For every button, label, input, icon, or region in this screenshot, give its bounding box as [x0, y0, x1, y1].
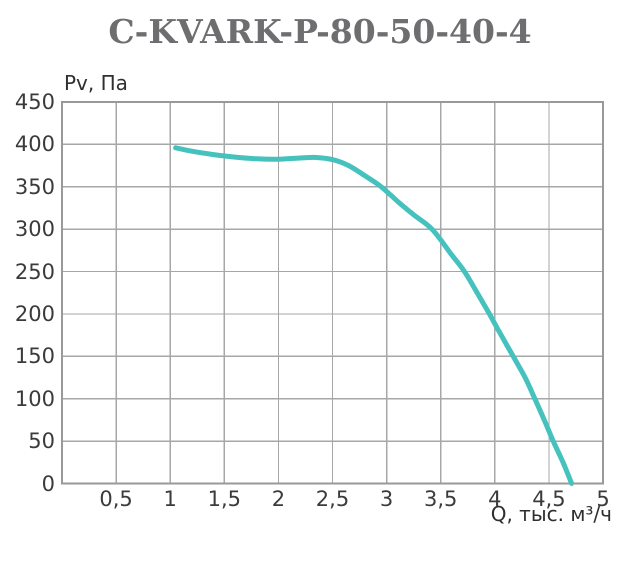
x-tick-label-3,5: 3,5 — [423, 487, 458, 511]
x-axis-label: Q, тыс. м³/ч — [490, 502, 612, 526]
x-tick-label-4: 4 — [488, 487, 502, 511]
y-axis-label: Pv, Па — [64, 71, 128, 95]
y-tick-label-400: 400 — [14, 132, 55, 157]
y-tick-label-0: 0 — [41, 471, 55, 496]
y-tick-label-150: 150 — [14, 344, 55, 369]
y-tick-label-300: 300 — [14, 217, 55, 242]
y-tick-label-250: 250 — [14, 259, 55, 284]
chart-title: C-KVARK-P-80-50-40-4 — [108, 12, 532, 51]
x-tick-label-1: 1 — [163, 487, 177, 511]
y-tick-label-100: 100 — [14, 386, 55, 411]
x-tick-label-1,5: 1,5 — [207, 487, 241, 511]
x-tick-label-3: 3 — [379, 487, 394, 511]
performance-curve — [173, 145, 575, 486]
x-tick-label-2,5: 2,5 — [315, 487, 350, 511]
y-tick-label-350: 350 — [14, 174, 55, 199]
y-tick-label-450: 450 — [14, 90, 55, 114]
x-tick-label-0,5: 0,5 — [99, 487, 133, 511]
y-tick-label-50: 50 — [28, 429, 55, 454]
y-tick-label-200: 200 — [14, 301, 55, 326]
plot-border — [61, 101, 604, 485]
x-tick-label-2: 2 — [271, 487, 286, 511]
x-tick-label-4,5: 4,5 — [532, 487, 566, 511]
x-tick-label-5: 5 — [596, 487, 610, 511]
